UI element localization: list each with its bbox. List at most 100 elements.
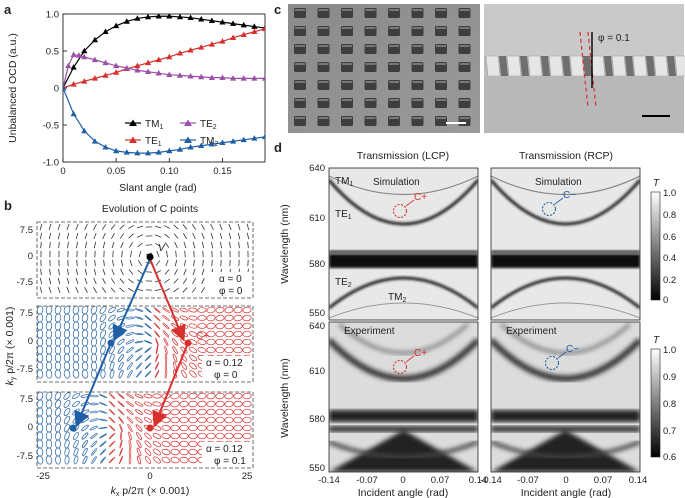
panel-letter-b: b xyxy=(4,198,12,213)
panel-a-xtick: 0.10 xyxy=(160,166,179,177)
arrow-red-1 xyxy=(149,258,186,342)
svg-text:-0.07: -0.07 xyxy=(356,475,378,486)
svg-text:0: 0 xyxy=(28,251,33,262)
legend-te1-sub: 1 xyxy=(158,141,162,148)
c-plus-circle-sim xyxy=(392,203,408,219)
svg-text:0: 0 xyxy=(147,471,152,482)
panel-b-figure: Evolution of C points 7.5 0 -7.5 7.5 0 -… xyxy=(4,203,254,498)
series-point-te2 xyxy=(134,67,141,73)
legend-tm2-sub: 2 xyxy=(214,141,218,148)
svg-text:1.0: 1.0 xyxy=(663,345,676,356)
svg-text:0.2: 0.2 xyxy=(663,275,676,286)
series-point-te2 xyxy=(261,75,265,81)
series-point-te1 xyxy=(187,47,194,53)
exp-rcp-map xyxy=(491,322,640,472)
series-point-tm2 xyxy=(166,147,173,154)
svg-text:0: 0 xyxy=(28,336,33,347)
svg-text:0.07: 0.07 xyxy=(594,475,613,486)
svg-text:0.6: 0.6 xyxy=(663,232,676,243)
c-plus-circle-exp xyxy=(392,359,408,375)
panel-d-xticks: -0.14 -0.07 0 0.07 0.14 -0.14 -0.07 0 0.… xyxy=(318,475,647,486)
panel-d-maps: Transmission (LCP) Transmission (RCP) Si… xyxy=(279,150,676,498)
panel-b-title: Evolution of C points xyxy=(102,203,198,215)
panel-d-ylabel-exp: Wavelength (nm) xyxy=(279,358,291,438)
sem-top-view xyxy=(288,4,480,133)
panel-b-row-3 xyxy=(37,392,252,465)
legend-tm1-label: TM xyxy=(145,119,159,130)
series-point-te2 xyxy=(65,62,72,69)
svg-text:0: 0 xyxy=(400,475,405,486)
series-point-tm2 xyxy=(155,149,162,155)
series-point-te1 xyxy=(155,56,162,63)
colorbar-exp xyxy=(650,348,661,458)
series-point-te1 xyxy=(144,59,152,66)
svg-text:0: 0 xyxy=(28,422,33,433)
c-plus-point-2 xyxy=(146,424,154,432)
svg-text:φ = 0: φ = 0 xyxy=(219,286,243,297)
series-point-tm2 xyxy=(70,110,77,117)
series-point-tm1 xyxy=(230,20,237,26)
svg-text:7.5: 7.5 xyxy=(20,308,33,319)
mode-tm2: TM2 xyxy=(388,292,406,304)
c-minus-circle-sim xyxy=(541,201,557,217)
legend-te1-label: TE xyxy=(145,136,158,147)
series-line-te2 xyxy=(63,54,265,89)
svg-text:-0.14: -0.14 xyxy=(480,475,502,486)
panel-letter-d: d xyxy=(274,140,282,155)
sim-rcp-map xyxy=(491,168,640,320)
svg-text:0.07: 0.07 xyxy=(431,475,450,486)
arrow-blue-2 xyxy=(74,342,112,428)
series-point-tm1 xyxy=(144,14,152,20)
series-point-tm1 xyxy=(240,21,247,28)
svg-text:580: 580 xyxy=(309,414,325,425)
exp-label-rcp: Experiment xyxy=(506,326,557,337)
panel-b-xlabel: kx p/2π (× 0.001) xyxy=(111,485,190,498)
legend-tm2-label: TM xyxy=(200,136,214,147)
series-point-te1 xyxy=(240,31,247,38)
cbar-sim-ticks: 1.0 0.8 0.6 0.4 0.2 0 xyxy=(663,188,676,306)
panel-b-row-1 xyxy=(39,223,250,294)
series-point-tm1 xyxy=(187,14,194,20)
svg-text:TM2: TM2 xyxy=(200,136,218,148)
series-point-te1 xyxy=(251,28,258,35)
panel-letter-c: c xyxy=(274,2,282,17)
svg-text:0.6: 0.6 xyxy=(663,452,676,463)
cbar-sim-label: T xyxy=(653,178,660,189)
series-point-tm2 xyxy=(63,84,67,91)
series-point-tm2 xyxy=(81,127,88,134)
c-plus-label: C+ xyxy=(196,331,209,342)
panel-a-xtick: 0 xyxy=(60,166,65,177)
arrow-red-2 xyxy=(152,342,189,428)
c-plus-point-1 xyxy=(184,339,192,347)
panel-b-row-2 xyxy=(37,306,252,379)
svg-text:7.5: 7.5 xyxy=(20,225,33,236)
panel-a-legend: TM1 TE2 TE1 TM2 xyxy=(125,119,218,148)
panel-b-ylabel: ky p/2π (× 0.001) xyxy=(4,307,17,386)
panel-a-ytick: -0.5 xyxy=(43,121,59,132)
svg-text:580: 580 xyxy=(309,259,325,270)
legend-te2: TE2 xyxy=(180,119,217,131)
series-point-tm1 xyxy=(134,15,141,21)
series-point-te2 xyxy=(123,64,130,71)
panel-a-xlabel: Slant angle (rad) xyxy=(119,182,197,194)
series-point-tm2 xyxy=(219,139,226,146)
c-plus-sim-label: C+ xyxy=(414,192,427,203)
series-point-tm1 xyxy=(70,64,77,70)
series-point-tm1 xyxy=(208,17,215,23)
svg-text:7.5: 7.5 xyxy=(20,394,33,405)
series-point-tm1 xyxy=(102,28,109,35)
mode-te1: TE1 xyxy=(335,209,352,221)
series-point-tm2 xyxy=(134,149,141,156)
series-point-te1 xyxy=(208,41,215,47)
title-lcp: Transmission (LCP) xyxy=(357,150,449,162)
series-point-te1 xyxy=(261,25,265,32)
series-point-tm2 xyxy=(102,144,109,150)
svg-text:α = 0.12: α = 0.12 xyxy=(206,358,243,369)
svg-text:640: 640 xyxy=(309,321,325,332)
legend-te1: TE1 xyxy=(125,136,162,148)
c-plus-exp-label: C+ xyxy=(414,348,427,359)
slant-line-red xyxy=(579,31,589,109)
svg-text:610: 610 xyxy=(309,213,325,224)
panel-letter-a: a xyxy=(4,2,12,17)
svg-text:550: 550 xyxy=(309,463,325,474)
